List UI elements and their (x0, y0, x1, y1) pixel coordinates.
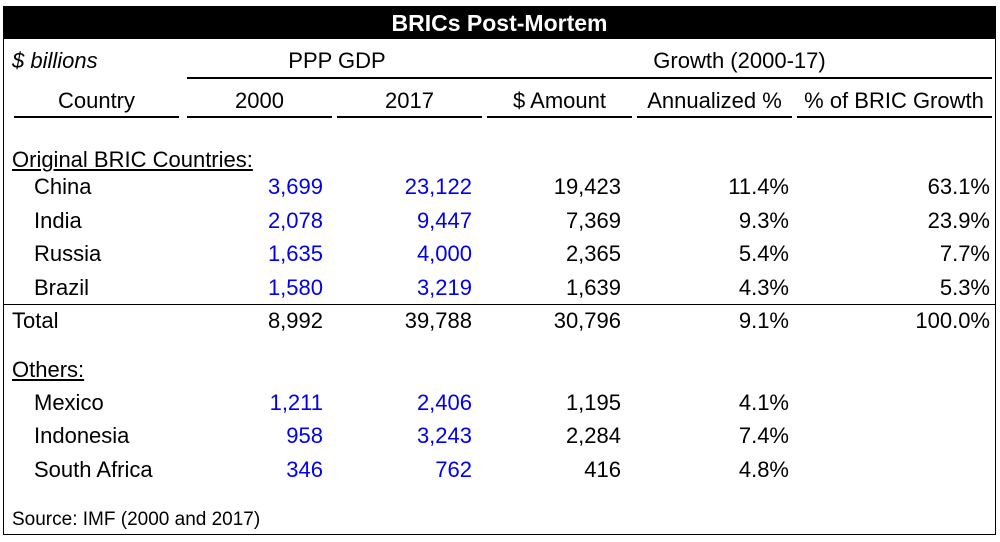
row-brazil-amount: 1,639 (565, 275, 621, 300)
row-south-africa-2017: 762 (435, 457, 472, 482)
row-russia-annualized: 5.4% (738, 241, 789, 266)
row-indonesia-country: Indonesia (34, 423, 130, 448)
row-russia-country: Russia (34, 241, 102, 266)
row-total-share: 100.0% (915, 308, 990, 333)
row-total-2000: 8,992 (267, 308, 323, 333)
row-mexico-2000: 1,211 (269, 390, 323, 415)
row-total-label: Total (12, 308, 59, 333)
ppp-group-header: PPP GDP (288, 48, 386, 73)
row-mexico-country: Mexico (34, 390, 104, 415)
row-russia-2017: 4,000 (416, 241, 472, 266)
row-russia-share: 7.7% (939, 241, 990, 266)
row-indonesia-2017: 3,243 (416, 423, 472, 448)
row-china-country: China (34, 174, 92, 199)
row-india-2000: 2,078 (267, 208, 323, 233)
row-brazil-annualized: 4.3% (738, 275, 789, 300)
col-header-share: % of BRIC Growth (804, 88, 984, 113)
table-frame: BRICs Post-Mortem $ billions PPP GDP Gro… (3, 6, 996, 535)
row-total-2017: 39,788 (404, 308, 472, 333)
col-underline-amount (487, 116, 632, 118)
row-total-annualized: 9.1% (738, 308, 789, 333)
units-label: $ billions (12, 48, 98, 73)
ppp-group-underline (187, 77, 487, 79)
row-russia-2000: 1,635 (267, 241, 323, 266)
row-brazil-share: 5.3% (939, 275, 990, 300)
col-underline-2017 (337, 116, 482, 118)
col-underline-annualized (637, 116, 792, 118)
growth-group-underline (487, 77, 992, 79)
col-header-country: Country (57, 88, 136, 113)
section-others-label: Others: (12, 357, 85, 382)
row-china-2000: 3,699 (267, 174, 323, 199)
row-india-annualized: 9.3% (738, 208, 789, 233)
row-brazil-country: Brazil (34, 275, 90, 300)
row-total-amount: 30,796 (553, 308, 621, 333)
growth-group-header: Growth (2000-17) (653, 48, 826, 73)
col-header-annualized: Annualized % (647, 88, 782, 113)
section-original-label: Original BRIC Countries: (12, 147, 253, 172)
row-south-africa-amount: 416 (584, 457, 621, 482)
row-india-share: 23.9% (927, 208, 990, 233)
row-india-2017: 9,447 (416, 208, 472, 233)
row-south-africa-country: South Africa (34, 457, 153, 482)
col-header-2000: 2000 (235, 88, 284, 113)
row-mexico-2017: 2,406 (416, 390, 472, 415)
row-indonesia-annualized: 7.4% (738, 423, 789, 448)
row-china-amount: 19,423 (553, 174, 621, 199)
row-indonesia-2000: 958 (286, 423, 323, 448)
col-underline-share (797, 116, 992, 118)
row-india-country: India (34, 208, 82, 233)
row-indonesia-amount: 2,284 (565, 423, 621, 448)
row-india-amount: 7,369 (565, 208, 621, 233)
row-china-annualized: 11.4% (728, 174, 789, 199)
row-brazil-2000: 1,580 (267, 275, 323, 300)
total-separator (4, 304, 995, 305)
col-underline-country (14, 116, 179, 118)
row-mexico-amount: 1,195 (565, 390, 621, 415)
row-china-2017: 23,122 (404, 174, 472, 199)
row-mexico-annualized: 4.1% (738, 390, 789, 415)
table-title: BRICs Post-Mortem (4, 7, 995, 39)
row-south-africa-2000: 346 (286, 457, 323, 482)
row-brazil-2017: 3,219 (416, 275, 472, 300)
source-note: Source: IMF (2000 and 2017) (12, 509, 261, 530)
row-south-africa-annualized: 4.8% (738, 457, 789, 482)
row-china-share: 63.1% (927, 174, 990, 199)
row-russia-amount: 2,365 (565, 241, 621, 266)
col-underline-2000 (187, 116, 332, 118)
col-header-amount: $ Amount (513, 88, 606, 113)
col-header-2017: 2017 (385, 88, 434, 113)
